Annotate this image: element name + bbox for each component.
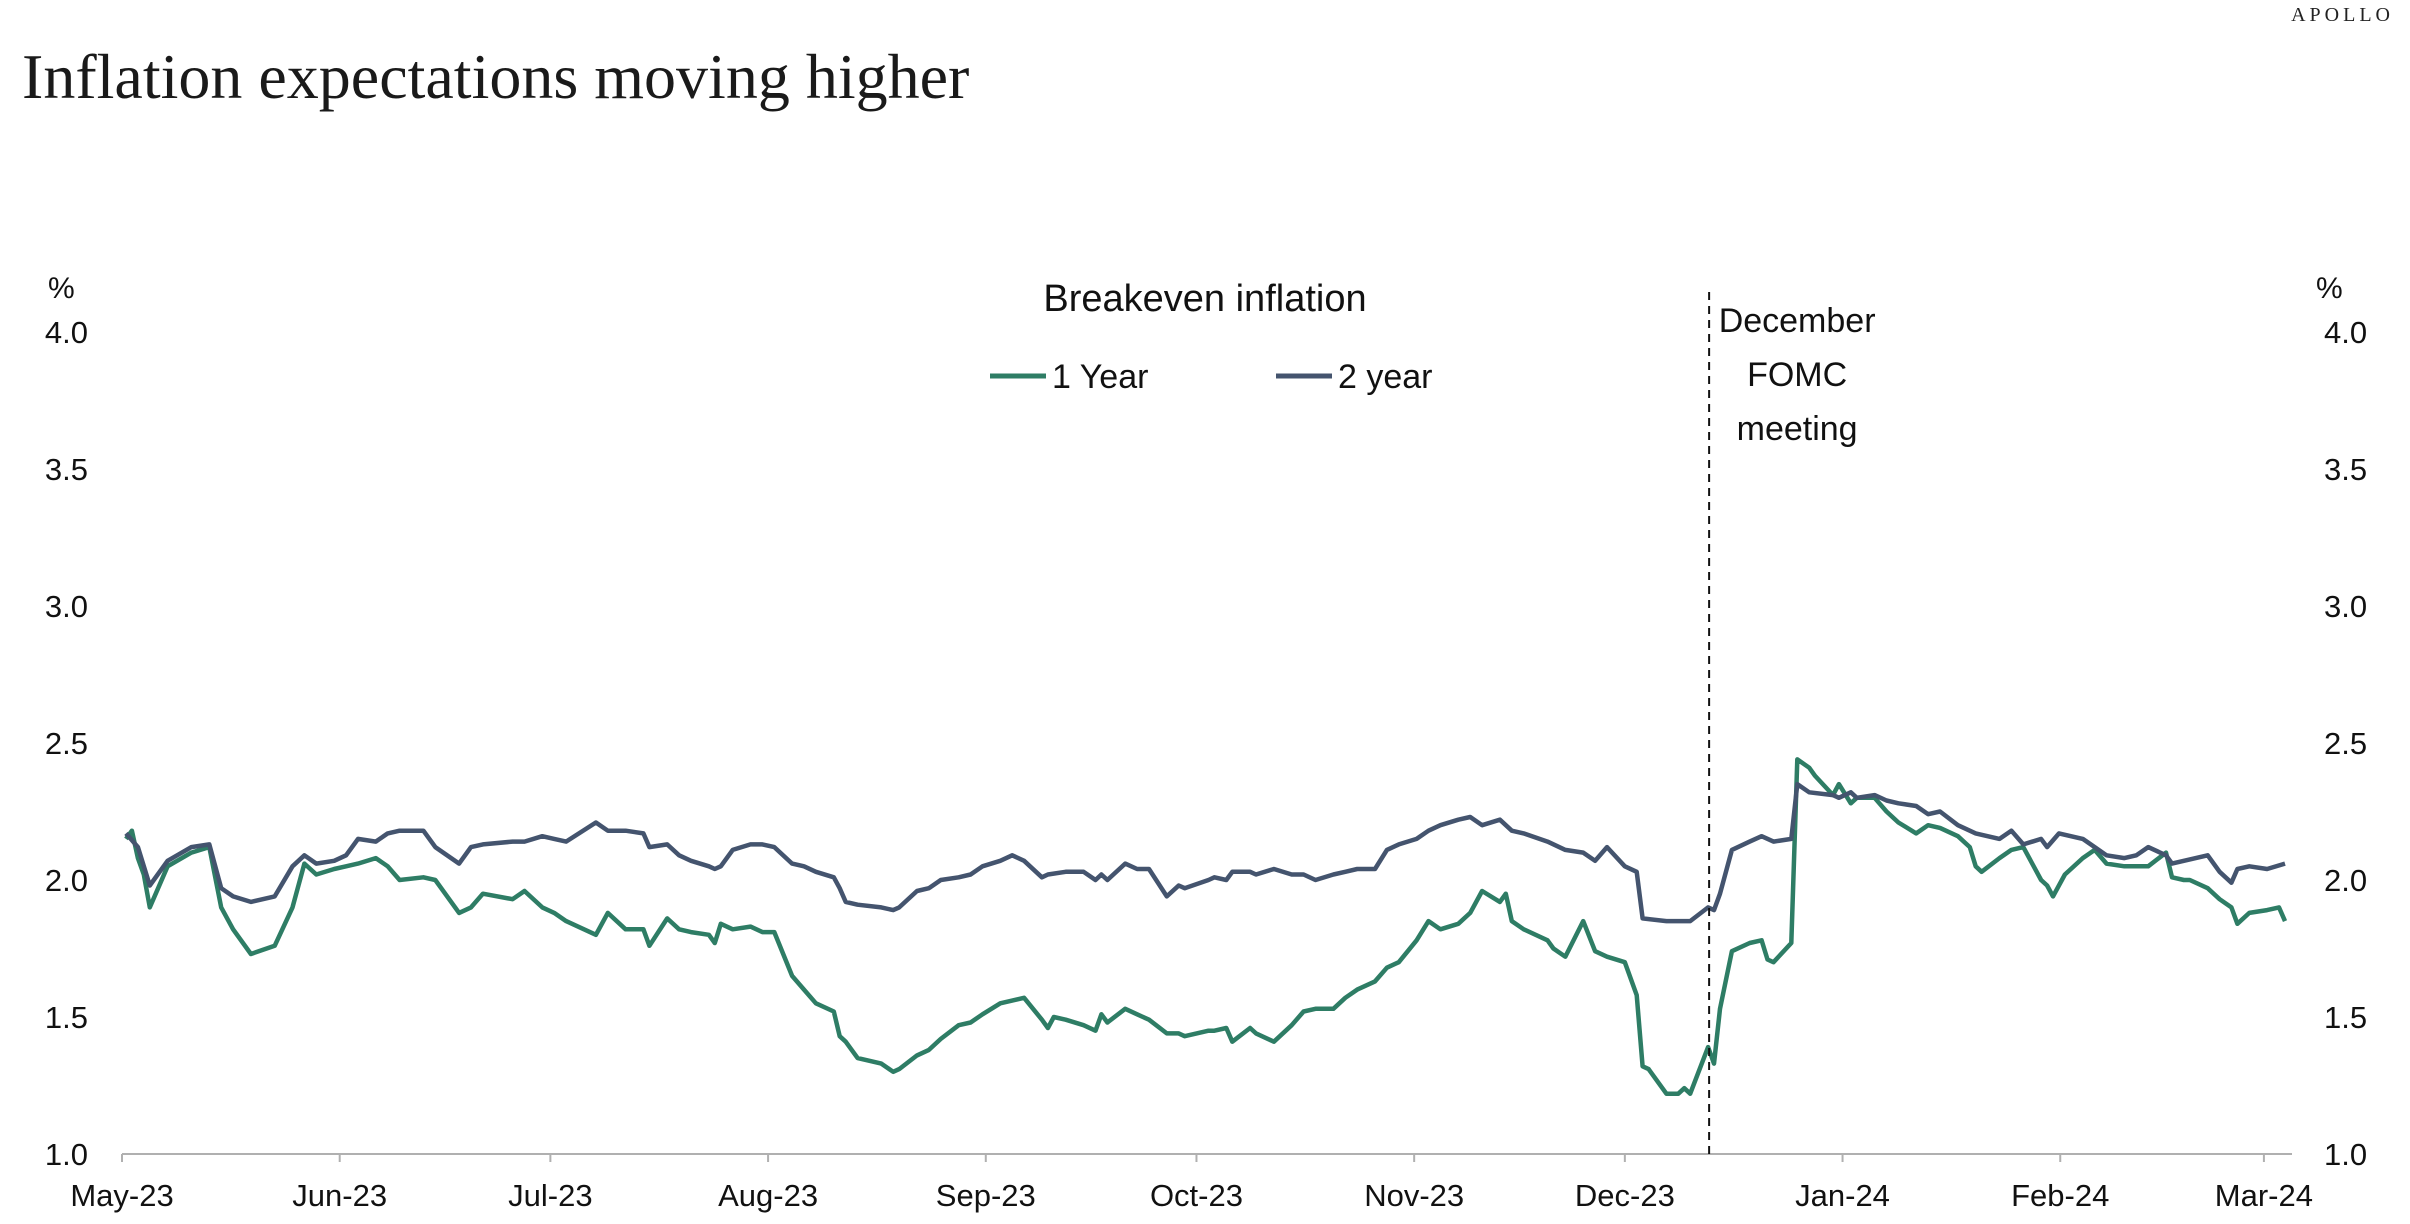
y-tick-right: 3.0 xyxy=(2324,589,2367,624)
x-tick-label: Aug-23 xyxy=(718,1178,818,1213)
y-tick-left: 4.0 xyxy=(45,315,88,350)
y-tick-left: 1.5 xyxy=(45,1000,88,1035)
chart-axes: 1.0 1.0 1.5 1.5 2.0 2.0 2.5 2.5 3.0 3.0 3.5 3.5 4.0 4… xyxy=(45,315,2367,1213)
y-tick-right: 1.0 xyxy=(2324,1137,2367,1172)
fomc-annotation: December FOMC meeting xyxy=(1708,292,1876,1154)
y-tick-left: 2.0 xyxy=(45,863,88,898)
y-tick-right: 4.0 xyxy=(2324,315,2367,350)
y-unit-left: % xyxy=(48,272,75,305)
x-tick-label: Jul-23 xyxy=(508,1178,592,1213)
legend-label: 2 year xyxy=(1338,358,1433,396)
chart-lines xyxy=(124,757,2288,1096)
y-tick-left: 2.5 xyxy=(45,726,88,761)
y-tick-left: 3.5 xyxy=(45,452,88,487)
legend-label: 1 Year xyxy=(1052,358,1148,396)
x-tick-label: Feb-24 xyxy=(2011,1178,2109,1213)
annotation-label: December xyxy=(1719,302,1876,340)
y-unit-right: % xyxy=(2316,272,2343,305)
series-line-one-year xyxy=(124,757,2288,1096)
y-tick-left: 3.0 xyxy=(45,589,88,624)
chart-title: Breakeven inflation xyxy=(1043,278,1366,320)
y-tick-left: 1.0 xyxy=(45,1137,88,1172)
x-tick-label: Mar-24 xyxy=(2215,1178,2313,1213)
annotation-label: meeting xyxy=(1737,410,1858,448)
page-title: Inflation expectations moving higher xyxy=(22,41,970,112)
chart-legend: 1 Year 2 year xyxy=(990,358,1433,396)
y-tick-right: 1.5 xyxy=(2324,1000,2367,1035)
y-tick-right: 2.5 xyxy=(2324,726,2367,761)
x-tick-label: Dec-23 xyxy=(1575,1178,1675,1213)
x-tick-label: Nov-23 xyxy=(1364,1178,1464,1213)
series-line-two-year xyxy=(124,781,2286,924)
x-tick-label: Jun-23 xyxy=(292,1178,387,1213)
brand-logo: APOLLO xyxy=(2291,4,2394,26)
x-tick-label: Sep-23 xyxy=(936,1178,1036,1213)
x-tick-label: Oct-23 xyxy=(1150,1178,1243,1213)
annotation-label: FOMC xyxy=(1747,356,1847,394)
x-tick-label: May-23 xyxy=(70,1178,173,1213)
x-tick-label: Jan-24 xyxy=(1795,1178,1890,1213)
y-tick-right: 2.0 xyxy=(2324,863,2367,898)
y-tick-right: 3.5 xyxy=(2324,452,2367,487)
